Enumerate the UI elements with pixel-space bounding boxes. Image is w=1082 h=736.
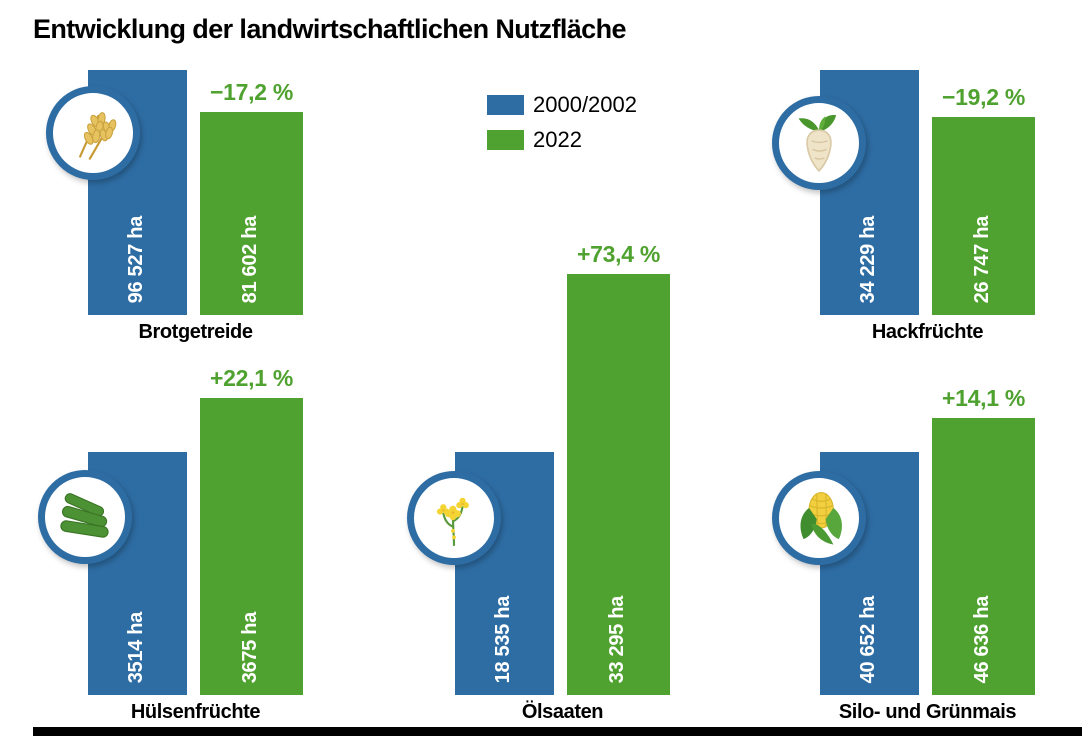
legend-label: 2022 (533, 127, 582, 152)
bar-value: 33 295 ha (605, 595, 628, 683)
bar-value: 3675 ha (238, 611, 261, 683)
chart-hackfruechte: 34 229 ha −19,2 % 26 747 ha Hackfrüchte (820, 60, 1035, 343)
beans-icon (38, 470, 132, 564)
corn-icon (772, 471, 866, 565)
category-label: Silo- und Grünmais (838, 701, 1017, 723)
rapeseed-icon (407, 471, 501, 565)
chart-oelsaaten: 18 535 ha +73,4 % 33 295 ha Ölsaaten (455, 240, 670, 723)
percent-change-label: −19,2 % (942, 84, 1025, 110)
bar-2022: 26 747 ha (932, 117, 1035, 315)
wheat-icon (46, 86, 140, 180)
bar-value: 81 602 ha (238, 215, 261, 303)
bar-2022: 46 636 ha (932, 418, 1035, 695)
bar-group: 96 527 ha −17,2 % 81 602 ha (88, 60, 303, 315)
bar-group: 18 535 ha +73,4 % 33 295 ha (455, 240, 670, 695)
footer-bar (33, 727, 1082, 736)
bar-value: 3514 ha (124, 611, 147, 683)
bar-value: 26 747 ha (970, 215, 993, 303)
legend-label: 2000/2002 (533, 92, 637, 117)
root-crop-icon (772, 96, 866, 190)
percent-change-label: +22,1 % (210, 365, 293, 391)
category-label: Hülsenfrüchte (130, 701, 261, 723)
percent-change-label: +14,1 % (942, 385, 1025, 411)
bar-value: 40 652 ha (856, 595, 879, 683)
legend: 2000/2002 2022 (487, 92, 637, 153)
chart-brotgetreide: 96 527 ha −17,2 % 81 602 ha Brotgetreide (88, 60, 303, 343)
percent-change-label: +73,4 % (577, 241, 660, 267)
bar-value: 96 527 ha (124, 215, 147, 303)
bar-2022: 3675 ha (200, 398, 303, 695)
legend-swatch-blue (487, 95, 524, 115)
bar-value: 46 636 ha (970, 595, 993, 683)
legend-swatch-green (487, 130, 524, 150)
bar-value: 18 535 ha (491, 595, 514, 683)
legend-item-2000-2002: 2000/2002 (487, 92, 637, 118)
bar-2022: 33 295 ha (567, 274, 670, 695)
category-label: Hackfrüchte (871, 321, 984, 343)
legend-item-2022: 2022 (487, 127, 637, 153)
bar-2022: 81 602 ha (200, 112, 303, 315)
bar-group: 34 229 ha −19,2 % 26 747 ha (820, 60, 1035, 315)
category-label: Brotgetreide (138, 321, 253, 343)
bar-value: 34 229 ha (856, 215, 879, 303)
percent-change-label: −17,2 % (210, 79, 293, 105)
category-label: Ölsaaten (521, 701, 604, 723)
page-title: Entwicklung der landwirtschaftlichen Nut… (33, 14, 627, 44)
